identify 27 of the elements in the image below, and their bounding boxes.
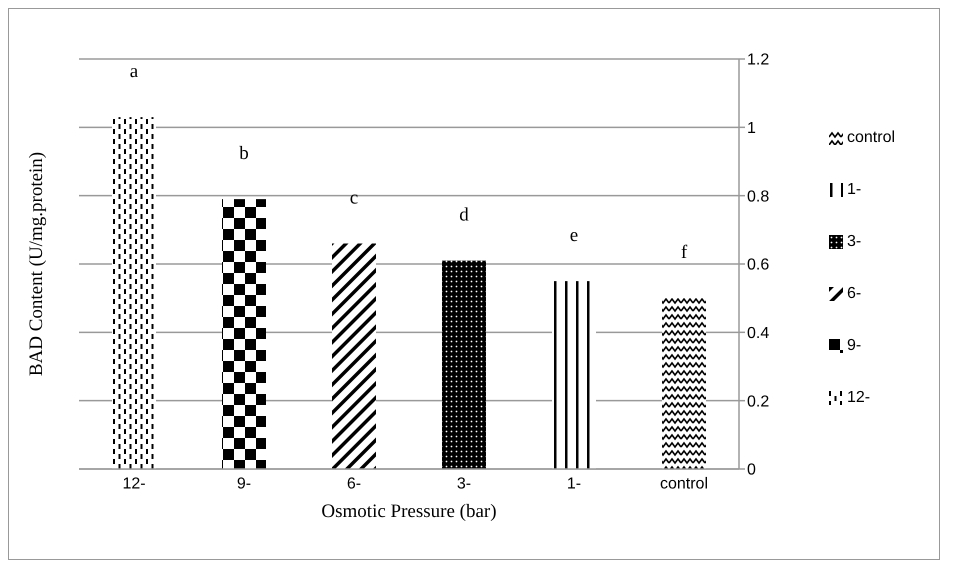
y-tick-label: 0.4 [747,325,770,342]
annotation: a [130,61,139,82]
annotation: b [239,143,249,164]
x-axis-title: Osmotic Pressure (bar) [321,501,497,522]
annotation: c [350,188,358,208]
legend-label: 3- [847,233,862,251]
legend-label: 12- [847,389,870,407]
legend-label: 9- [847,337,862,355]
annotation: f [680,242,688,264]
y-tick-label: 0.6 [747,256,770,274]
y-tick-label: 0.2 [747,393,770,410]
y-tick-label: 1.2 [747,52,770,69]
y-tick-label: 1 [747,120,756,138]
legend-label: 6- [847,285,862,303]
legend-label: control [847,129,896,147]
annotation: e [570,225,578,246]
y-axis-title: BAD Content (U/mg.protein) [26,152,48,376]
y-tick-label: 0.8 [747,188,770,206]
x-tick-label: 9- [236,475,252,492]
x-tick-label: 1- [566,475,582,492]
y-tick-label: 0 [747,462,756,479]
x-tick-label: 12- [122,475,146,492]
x-tick-label: 3- [456,475,472,492]
x-tick-label: control [660,475,708,492]
x-tick-label: 6- [346,475,362,492]
annotation: d [459,204,470,226]
legend-label: 1- [847,181,862,199]
